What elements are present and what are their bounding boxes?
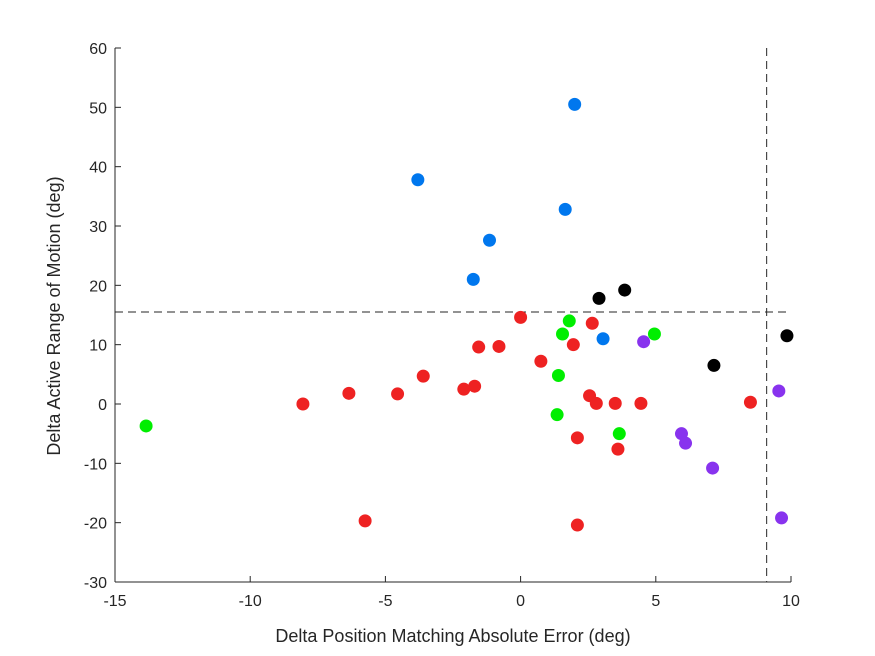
data-point (634, 396, 648, 410)
x-tick-label: 5 (651, 593, 660, 610)
data-point (780, 329, 794, 343)
data-point (562, 314, 576, 328)
y-tick-label: 60 (89, 41, 107, 58)
data-point (391, 387, 405, 401)
data-point (483, 233, 497, 247)
y-tick-label: 40 (89, 160, 107, 177)
data-point (416, 369, 430, 383)
y-tick-label: 20 (89, 278, 107, 295)
data-point (457, 382, 471, 396)
data-point (556, 327, 570, 341)
data-point (570, 431, 584, 445)
data-point (743, 395, 757, 409)
data-point (585, 316, 599, 330)
y-tick-label: -30 (84, 575, 107, 592)
data-point (411, 173, 425, 187)
data-point (589, 396, 603, 410)
x-tick-label: -15 (103, 593, 126, 610)
data-point (492, 339, 506, 353)
data-point (612, 427, 626, 441)
data-point (772, 384, 786, 398)
data-point (296, 397, 310, 411)
data-point (618, 283, 632, 297)
series-group (637, 335, 789, 525)
data-point (568, 97, 582, 111)
reference-lines (115, 48, 791, 582)
tick-labels: -15 -10 -5 0 5 10 -30 -20 -10 0 10 20 30 40 50 60 (84, 41, 800, 610)
y-tick-label: 30 (89, 219, 107, 236)
series-group (296, 310, 757, 532)
data-point (358, 514, 372, 528)
y-axis-title: Delta Active Range of Motion (deg) (44, 176, 64, 455)
data-point (596, 332, 610, 346)
data-point (466, 272, 480, 286)
data-point (608, 396, 622, 410)
data-point (551, 369, 565, 383)
series-group (411, 97, 610, 346)
data-point (592, 291, 606, 305)
data-point (611, 442, 625, 456)
y-tick-label: 10 (89, 338, 107, 355)
series-group (592, 283, 794, 372)
data-point (558, 202, 572, 216)
data-point (570, 518, 584, 532)
data-point (550, 408, 564, 422)
data-point (707, 358, 721, 372)
data-point (139, 419, 153, 433)
data-point (706, 461, 720, 475)
x-tick-label: 0 (516, 593, 525, 610)
x-tick-label: -5 (378, 593, 392, 610)
data-point (566, 338, 580, 352)
x-axis-title: Delta Position Matching Absolute Error (… (275, 626, 630, 646)
y-tick-label: -20 (84, 516, 107, 533)
data-point (468, 379, 482, 393)
data-point (637, 335, 651, 349)
data-point (472, 340, 486, 354)
data-point (775, 511, 789, 525)
series-group (139, 314, 661, 441)
axes (114, 47, 792, 583)
data-point (534, 354, 548, 368)
data-points (139, 97, 794, 532)
x-tick-label: 10 (782, 593, 800, 610)
y-tick-label: 50 (89, 100, 107, 117)
y-tick-label: -10 (84, 456, 107, 473)
x-tick-label: -10 (239, 593, 262, 610)
data-point (647, 327, 661, 341)
data-point (514, 310, 528, 324)
data-point (679, 436, 693, 450)
data-point (342, 386, 356, 400)
y-tick-label: 0 (98, 397, 107, 414)
